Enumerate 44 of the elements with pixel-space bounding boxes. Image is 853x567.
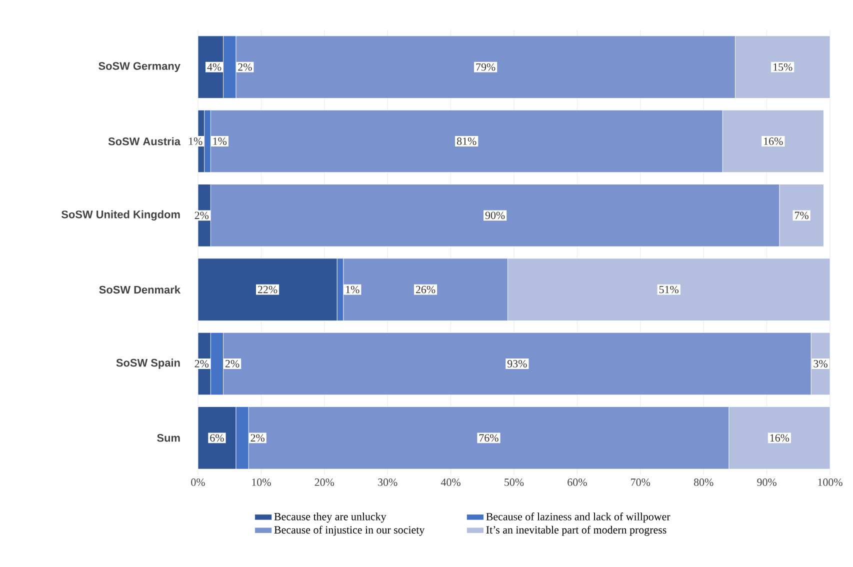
data-label: 15% xyxy=(774,63,792,71)
legend-label: Because of laziness and lack of willpower xyxy=(486,512,670,523)
x-tick-label: 70% xyxy=(631,478,650,486)
data-label: 2% xyxy=(194,212,209,220)
data-label: 3% xyxy=(814,360,828,368)
data-label: 93% xyxy=(507,360,527,368)
data-label: 4% xyxy=(207,63,222,71)
legend-label: Because of injustice in our society xyxy=(274,526,425,536)
data-label: 81% xyxy=(456,138,476,145)
data-label: 22% xyxy=(258,286,278,294)
legend-label: It’s an inevitable part of modern progress xyxy=(486,526,666,536)
data-label: 16% xyxy=(764,138,783,145)
x-tick-label: 60% xyxy=(568,478,587,486)
data-label: 1% xyxy=(213,138,227,145)
data-label: 16% xyxy=(770,434,790,442)
y-tick-label: SoSW Austria xyxy=(108,137,181,146)
x-tick-label: 50% xyxy=(504,478,524,486)
data-label: 90% xyxy=(485,212,505,220)
data-label: 26% xyxy=(416,286,436,294)
data-label: 51% xyxy=(659,286,679,294)
x-tick-label: 0% xyxy=(191,478,205,486)
data-label: 2% xyxy=(238,63,252,71)
y-tick-label: SoSW Denmark xyxy=(99,286,180,294)
x-tick-label: 20% xyxy=(314,478,334,486)
x-tick-label: 30% xyxy=(378,478,398,486)
y-tick-label: SoSW Spain xyxy=(116,358,180,369)
data-label: 2% xyxy=(225,360,240,368)
data-label: 6% xyxy=(210,434,224,442)
y-tick-label: SoSW Germany xyxy=(98,62,180,72)
data-label: 1% xyxy=(346,286,360,294)
x-tick-label: 10% xyxy=(252,478,271,486)
x-tick-label: 90% xyxy=(757,478,776,486)
x-tick-label: 80% xyxy=(694,478,714,486)
y-tick-label: SoSW United Kingdom xyxy=(61,210,180,221)
x-tick-label: 40% xyxy=(440,478,460,486)
data-label: 7% xyxy=(794,212,808,220)
data-label: 1% xyxy=(188,138,202,145)
x-tick-label: 100% xyxy=(818,478,842,486)
data-label: 76% xyxy=(479,434,498,442)
data-label: 2% xyxy=(194,360,209,368)
legend-label: Because they are unlucky xyxy=(274,512,386,523)
data-label: 2% xyxy=(250,434,264,442)
data-label: 79% xyxy=(476,63,496,71)
y-tick-label: Sum xyxy=(157,434,180,442)
